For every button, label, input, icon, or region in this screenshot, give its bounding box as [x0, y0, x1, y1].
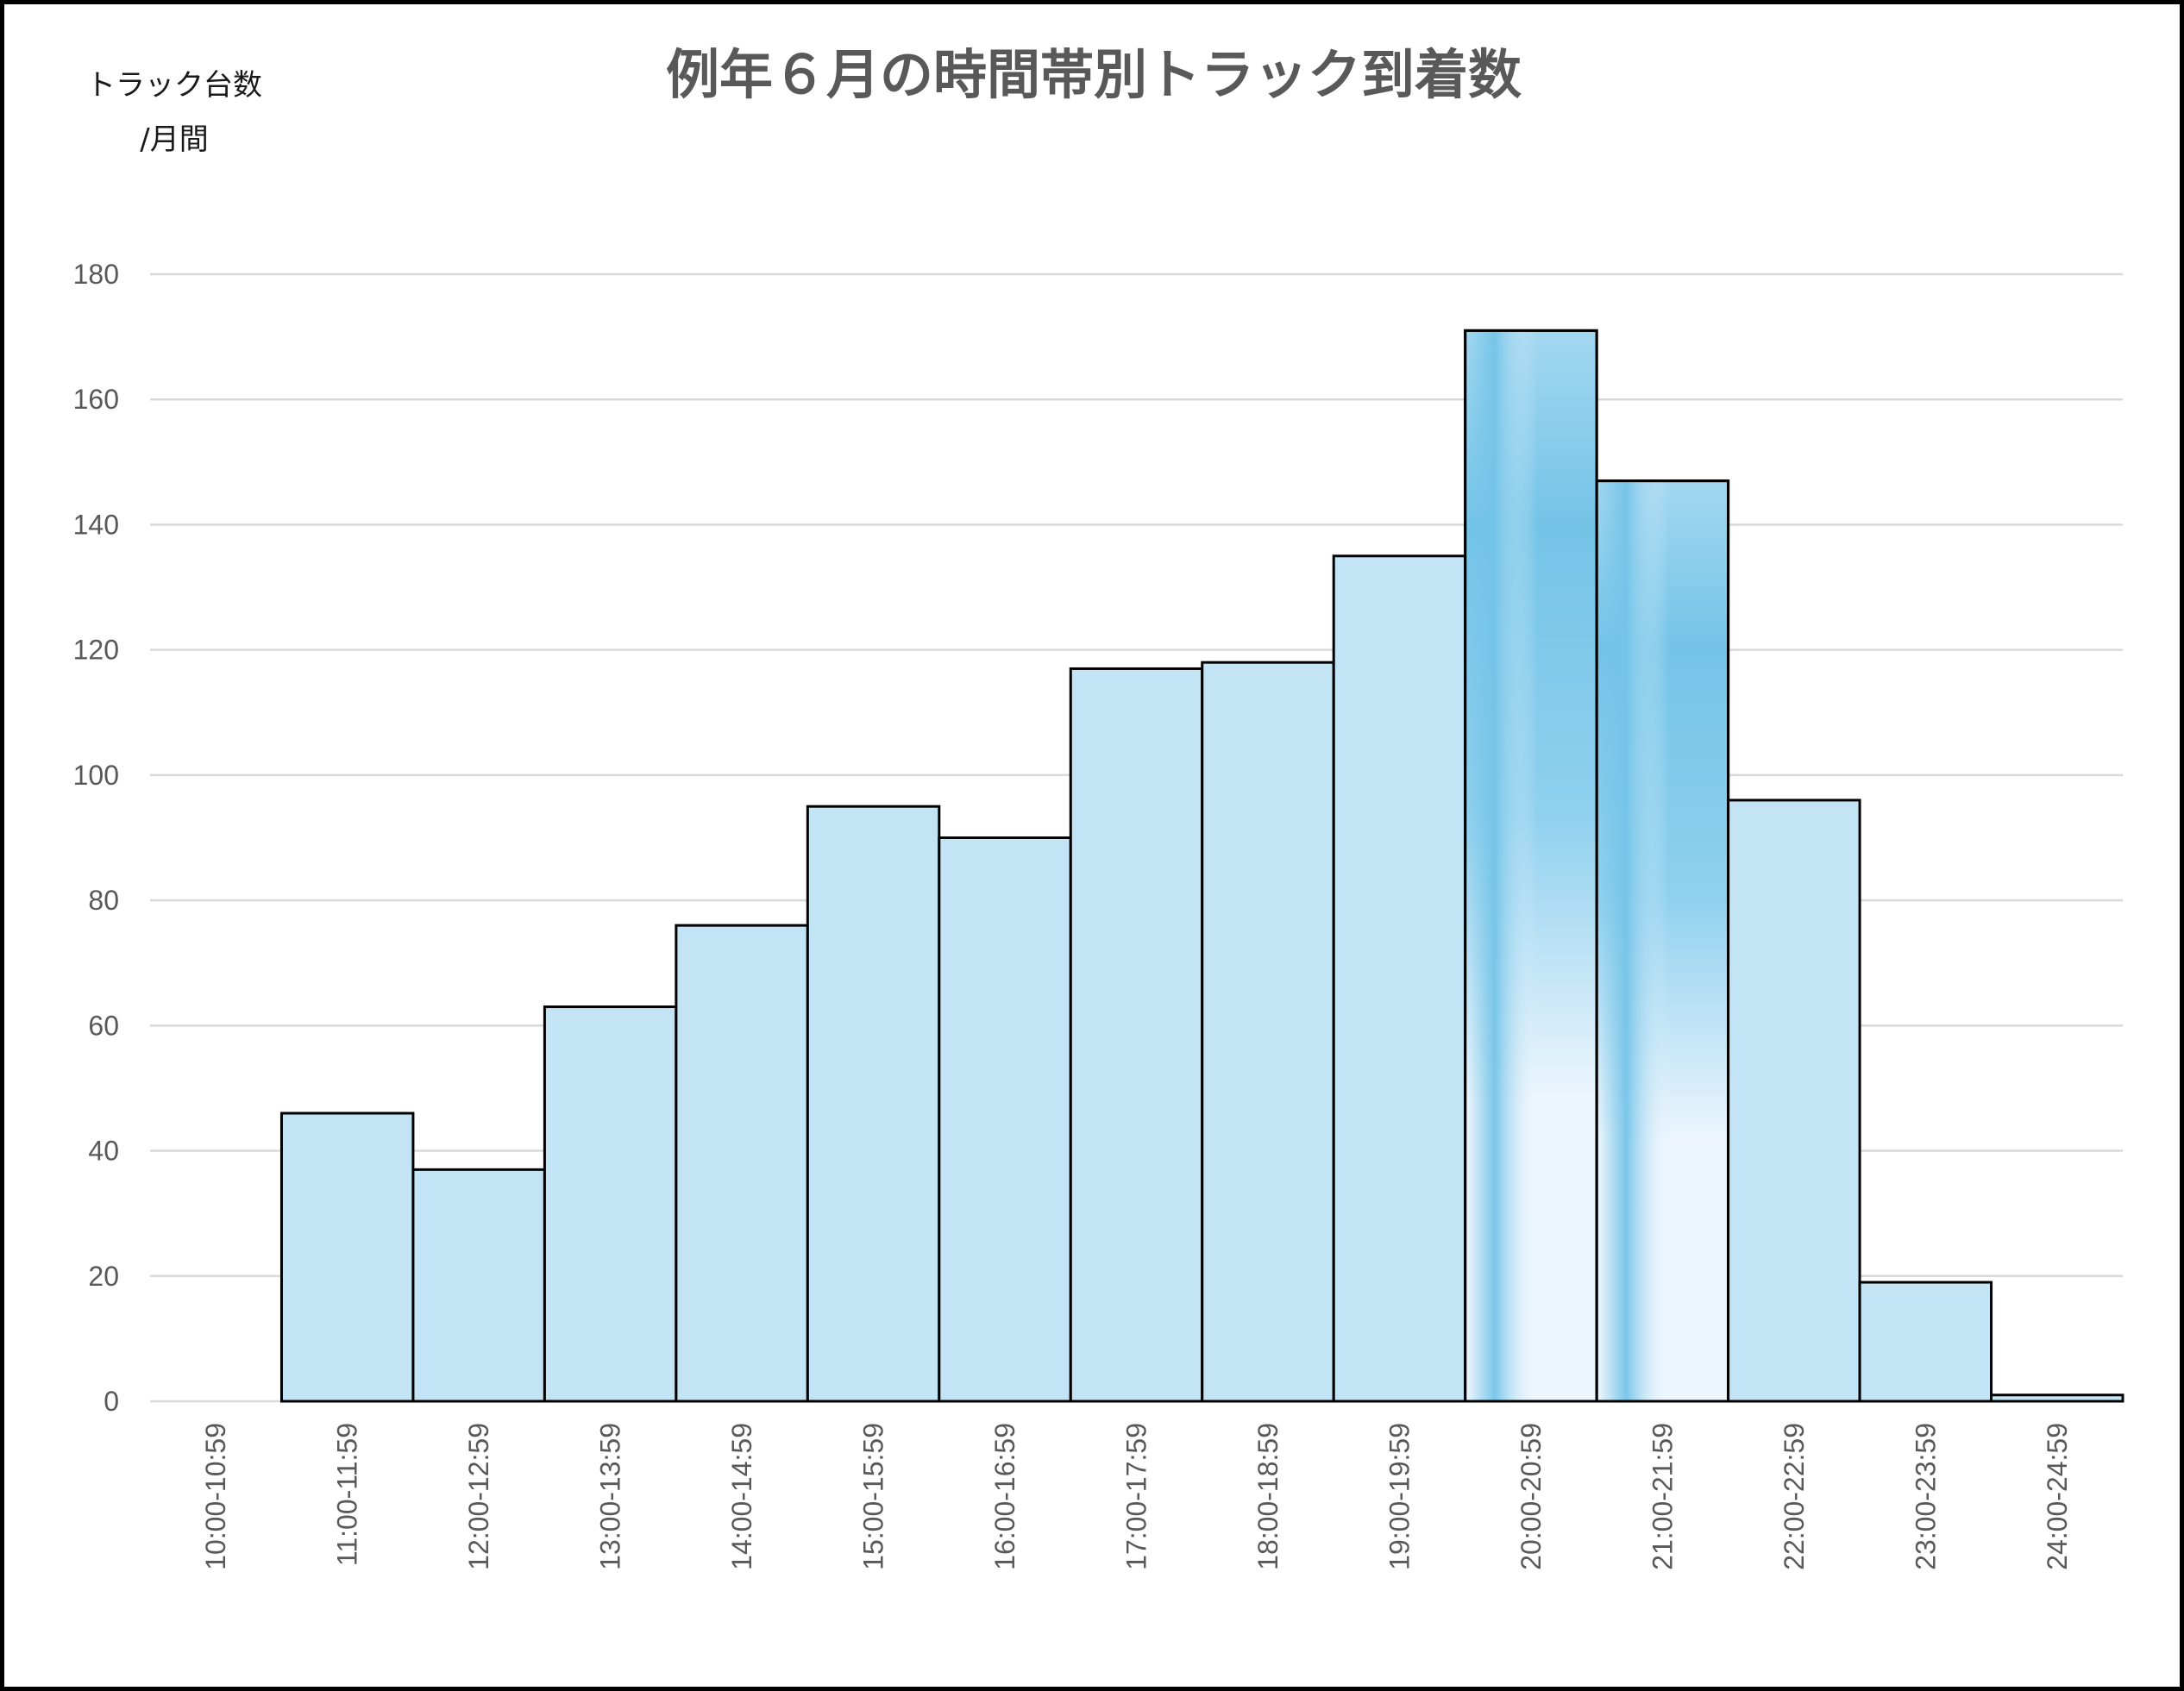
- y-tick-label: 140: [73, 509, 119, 540]
- y-axis-label-unit: /月間: [140, 122, 208, 157]
- x-tick-label: 16:00-16:59: [989, 1423, 1020, 1570]
- y-tick-label: 60: [88, 1010, 119, 1041]
- bar: [938, 836, 1072, 1403]
- x-tick-label: 22:00-22:59: [1779, 1423, 1810, 1570]
- x-tick-label: 14:00-14:59: [726, 1423, 757, 1570]
- bar-highlight-shading: [1466, 331, 1596, 1400]
- x-tick-label: 24:00-24:59: [2042, 1423, 2073, 1570]
- x-tick-label: 15:00-15:59: [858, 1423, 889, 1570]
- bar: [1727, 799, 1861, 1403]
- bar: [1858, 1281, 1993, 1403]
- chart-title: 例年６月の時間帯別トラック到着数: [666, 43, 1522, 106]
- x-axis-ticks: 10:00-10:59 11:00-11:59 12:00-12:59 13:00-1…: [200, 1423, 2073, 1570]
- bar: [675, 924, 809, 1403]
- y-tick-label: 120: [73, 635, 119, 666]
- bar: [279, 1112, 415, 1403]
- y-tick-label: 180: [73, 259, 119, 290]
- x-tick-label: 10:00-10:59: [200, 1423, 231, 1570]
- bar: [1990, 1394, 2124, 1403]
- x-tick-label: 18:00-18:59: [1252, 1423, 1283, 1570]
- x-tick-label: 17:00-17:59: [1121, 1423, 1152, 1570]
- bar-highlight-shading: [1597, 482, 1728, 1400]
- bars: [279, 329, 2124, 1403]
- bar: [1332, 554, 1467, 1403]
- y-tick-label: 80: [88, 885, 119, 916]
- x-tick-label: 21:00-21:59: [1647, 1423, 1678, 1570]
- y-axis-label: トラック台数: [86, 68, 262, 103]
- x-tick-label: 19:00-19:59: [1384, 1423, 1415, 1570]
- x-tick-label: 11:00-11:59: [332, 1423, 363, 1566]
- y-axis-ticks: 0 20 40 60 80 100 120 140 160 180: [73, 259, 119, 1417]
- bar: [411, 1168, 546, 1403]
- bar: [806, 805, 941, 1403]
- bar: [1069, 667, 1204, 1403]
- y-tick-label: 100: [73, 760, 119, 791]
- bar: [1201, 661, 1335, 1403]
- y-tick-label: 20: [88, 1261, 119, 1292]
- y-tick-label: 40: [88, 1136, 119, 1167]
- x-tick-label: 13:00-13:59: [595, 1423, 626, 1570]
- y-tick-label: 0: [104, 1386, 119, 1417]
- x-tick-label: 23:00-23:59: [1910, 1423, 1941, 1570]
- x-tick-label: 12:00-12:59: [463, 1423, 494, 1570]
- x-tick-label: 20:00-20:59: [1516, 1423, 1547, 1570]
- y-tick-label: 160: [73, 384, 119, 415]
- bar: [543, 1005, 678, 1403]
